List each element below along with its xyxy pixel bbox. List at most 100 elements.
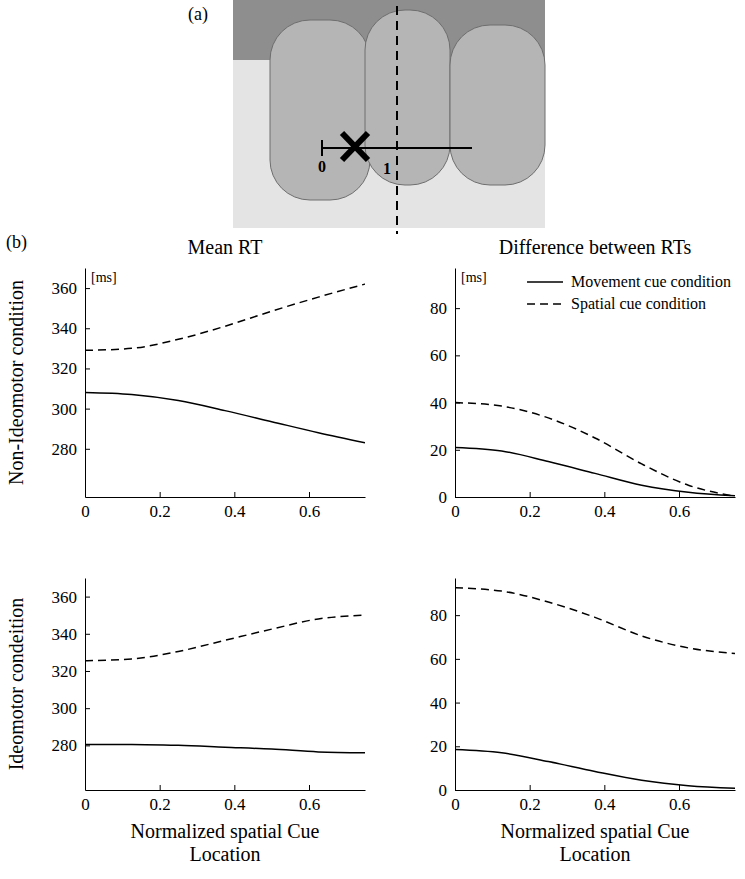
tick-label: 0.4 [594,502,616,521]
legend: Movement cue conditionSpatial cue condit… [527,273,731,313]
x-axis-title: Normalized spatial CueLocation [501,820,690,865]
y-axis: 020406080 [430,579,460,800]
tick-mark [85,328,90,329]
y-tick: 320 [52,662,91,681]
tick-mark [679,492,680,497]
tick-label: 0.6 [299,795,320,814]
x-tick: 0.2 [150,492,171,521]
x-axis: 00.20.40.6 [81,785,365,814]
y-tick: 360 [52,588,91,607]
y-tick: 40 [430,694,460,713]
tick-mark [455,497,460,498]
tick-mark [604,492,605,497]
tick-mark [455,308,460,309]
tick-label: 0 [439,781,448,800]
x-tick: 0.4 [224,785,246,814]
scale-tick [321,140,323,156]
tick-mark [85,634,90,635]
tick-label: 360 [52,588,78,607]
scale-label: 0 [318,158,326,175]
tick-label: 0.2 [150,502,171,521]
legend-swatch [527,303,563,305]
tick-mark [85,597,90,598]
tick-label: 0.6 [299,502,320,521]
y-tick: 340 [52,625,91,644]
cue-marker [342,133,368,160]
x-tick: 0.4 [594,785,616,814]
tick-mark [604,785,605,790]
axis-line [456,790,736,791]
y-tick: 0 [439,781,461,800]
series-line [85,284,365,350]
series-line [455,403,735,497]
tick-label: 300 [52,699,78,718]
y-tick: 0 [439,488,461,507]
column-title: Difference between RTs [499,236,692,258]
x-axis: 00.20.40.6 [451,492,735,521]
axis-line [86,497,366,498]
finger [270,20,370,200]
x-tick: 0.4 [594,492,616,521]
y-tick: 300 [52,400,91,419]
tick-mark [85,368,90,369]
y-axis: 280 300 320 340 360 [52,579,91,791]
unit-annotation: [ms] [461,270,487,285]
y-tick: 20 [430,441,460,460]
y-tick: 300 [52,699,91,718]
tick-mark [455,790,460,791]
tick-label: 0.4 [594,795,616,814]
y-tick: 20 [430,737,460,756]
tick-mark [85,288,90,289]
tick-mark [530,492,531,497]
plot-area [85,284,365,443]
tick-mark [85,671,90,672]
chart-panel: 00.20.40.6020406080[ms]Difference betwee… [430,236,736,521]
tick-label: 80 [430,606,447,625]
tick-label: 0.4 [224,795,246,814]
axis-line [86,790,366,791]
tick-label: 60 [430,346,447,365]
chart-panel: 00.20.40.6280300320340360[ms]Mean RTNon-… [5,236,366,521]
tick-mark [85,409,90,410]
cue-marker [342,133,368,160]
y-tick: 80 [430,606,460,625]
midline [396,6,398,234]
tick-label: 0 [451,502,460,521]
axis-line [85,579,86,791]
tick-label: 0.6 [669,795,690,814]
x-tick: 0.2 [150,785,171,814]
tick-mark [160,785,161,790]
tick-label: 280 [52,736,78,755]
tick-mark [455,746,460,747]
series-line [455,750,735,789]
tick-label: 280 [52,440,78,459]
y-tick: 360 [52,279,91,298]
finger [365,10,450,185]
y-tick: 340 [52,319,91,338]
tick-mark [309,492,310,497]
tick-mark [85,449,90,450]
legend-item: Spatial cue condition [527,295,706,313]
series-line [455,447,735,495]
tick-label: 360 [52,279,78,298]
tick-label: 0.6 [669,502,690,521]
y-tick: 320 [52,359,91,378]
tick-label: 0 [439,488,448,507]
photo-panel [233,0,545,228]
tick-label: 320 [52,662,78,681]
chart-panel: 00.20.40.6020406080Normalized spatial Cu… [430,579,736,866]
plot-area [455,588,735,788]
row-title: Non-Ideomotor condition [5,280,27,485]
series-line [85,393,365,443]
tick-label: 0.2 [520,795,541,814]
scale-label: 1 [383,160,391,177]
tick-label: 0 [451,795,460,814]
tick-label: 340 [52,319,78,338]
plot-area [455,403,735,497]
column-title: Mean RT [188,236,263,258]
legend-label: Spatial cue condition [571,295,706,313]
tick-mark [234,785,235,790]
tick-mark [160,492,161,497]
y-tick: 80 [430,299,460,318]
x-tick: 0.2 [520,785,541,814]
